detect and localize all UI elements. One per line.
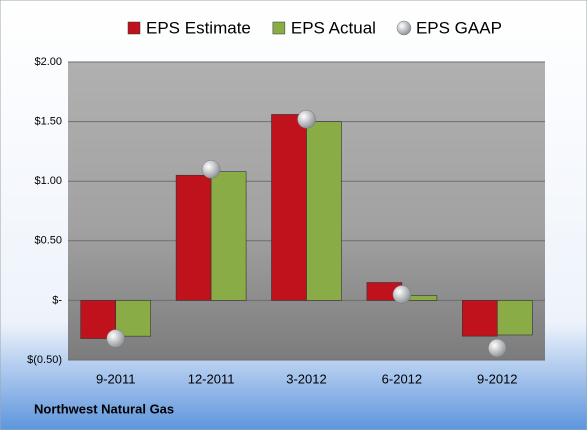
y-tick-label: $2.00 xyxy=(34,56,62,68)
gaap-marker xyxy=(201,160,221,179)
y-tick-label: $(0.50) xyxy=(27,354,62,366)
legend-marker xyxy=(396,20,412,36)
y-tick-label: $- xyxy=(52,294,62,306)
gaap-marker xyxy=(488,338,507,358)
bar xyxy=(271,114,307,301)
x-tick-label: 3-2012 xyxy=(286,371,326,386)
legend-marker xyxy=(127,21,141,35)
y-tick-label: $1.00 xyxy=(34,175,62,187)
chart-title: Northwest Natural Gas xyxy=(34,401,174,416)
gaap-marker xyxy=(392,285,412,304)
bar xyxy=(461,300,498,337)
bar xyxy=(115,300,151,337)
x-tick-label: 9-2012 xyxy=(477,371,517,386)
x-tick-label: 9-2011 xyxy=(96,371,136,386)
y-tick-label: $1.50 xyxy=(34,116,62,128)
y-tick-label: $0.50 xyxy=(34,235,62,247)
x-tick-label: 6-2012 xyxy=(382,371,422,386)
bar xyxy=(496,300,533,336)
bar xyxy=(175,174,212,301)
bar xyxy=(306,121,342,301)
x-tick-label: 12-2011 xyxy=(188,371,235,386)
legend-label: EPS GAAP xyxy=(416,18,502,37)
legend-label: EPS Estimate xyxy=(146,18,251,37)
gaap-marker xyxy=(297,109,316,129)
legend-label: EPS Actual xyxy=(291,18,376,37)
gaap-marker xyxy=(106,329,125,348)
legend-marker xyxy=(272,21,286,35)
bar xyxy=(210,171,247,301)
